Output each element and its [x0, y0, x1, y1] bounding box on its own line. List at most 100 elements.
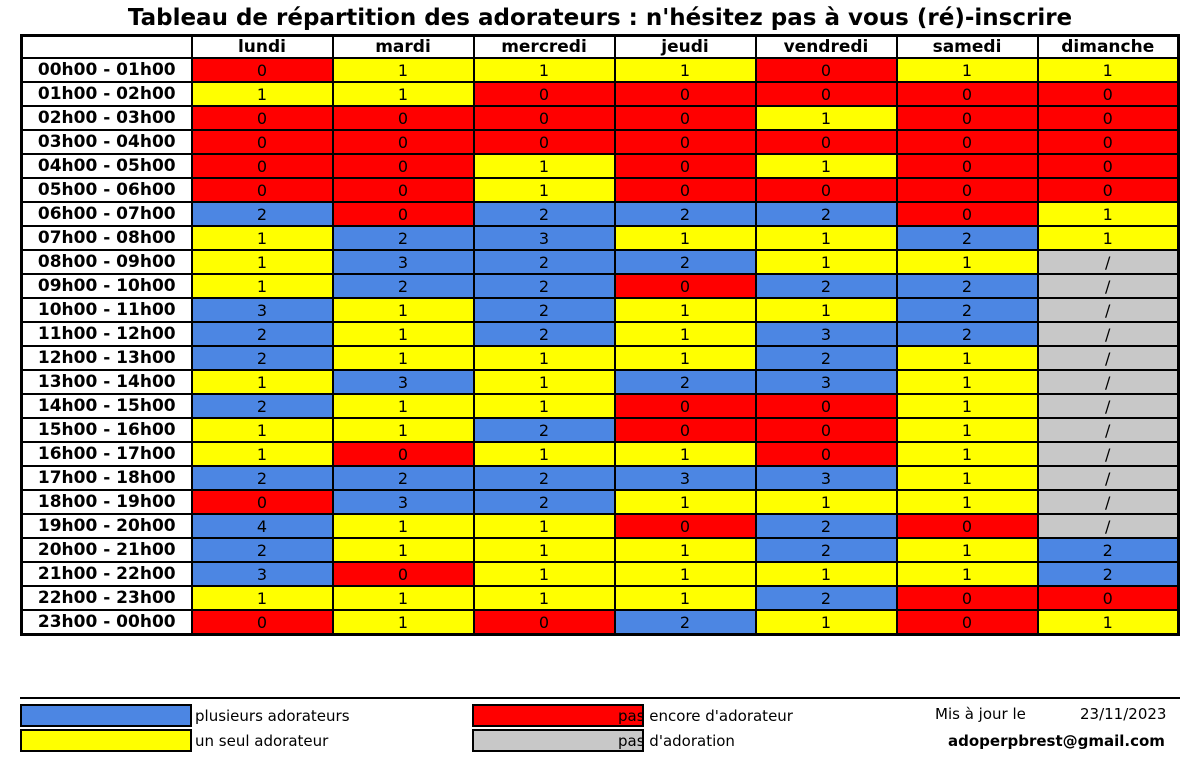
time-slot-row: 02h00 - 03h00 0 0 0 0 1 0 0: [20, 105, 1180, 131]
count-cell-dimanche: /: [1036, 297, 1180, 323]
count-cell-lundi: 0: [190, 129, 334, 155]
count-cell-mercredi: 1: [472, 57, 616, 83]
count-cell-lundi: 2: [190, 465, 334, 491]
count-cell-vendredi: 0: [754, 81, 898, 107]
count-cell-lundi: 1: [190, 417, 334, 443]
count-cell-lundi: 2: [190, 201, 334, 227]
count-cell-dimanche: 0: [1036, 177, 1180, 203]
count-cell-mercredi: 1: [472, 153, 616, 179]
count-cell-jeudi: 2: [613, 249, 757, 275]
count-cell-lundi: 1: [190, 585, 334, 611]
count-cell-jeudi: 0: [613, 393, 757, 419]
time-slot-label: 02h00 - 03h00: [20, 105, 193, 131]
count-cell-vendredi: 2: [754, 537, 898, 563]
count-cell-mercredi: 1: [472, 441, 616, 467]
count-cell-mercredi: 1: [472, 561, 616, 587]
day-header: dimanche: [1036, 34, 1180, 59]
count-cell-dimanche: /: [1036, 249, 1180, 275]
time-slot-label: 04h00 - 05h00: [20, 153, 193, 179]
legend-label-none-yet: pas encore d'adorateur: [618, 707, 793, 725]
updated-label: Mis à jour le: [935, 705, 1026, 723]
count-cell-jeudi: 1: [613, 225, 757, 251]
time-slot-row: 11h00 - 12h00 2 1 2 1 3 2/: [20, 321, 1180, 347]
legend-swatch-one: [20, 729, 192, 752]
count-cell-vendredi: 1: [754, 249, 898, 275]
time-slot-row: 19h00 - 20h00 4 1 1 0 2 0/: [20, 513, 1180, 539]
time-slot-row: 05h00 - 06h00 0 0 1 0 0 0 0: [20, 177, 1180, 203]
count-cell-mardi: 0: [331, 177, 475, 203]
count-cell-mardi: 1: [331, 297, 475, 323]
count-cell-lundi: 4: [190, 513, 334, 539]
count-cell-mercredi: 2: [472, 297, 616, 323]
time-slot-label: 08h00 - 09h00: [20, 249, 193, 275]
count-cell-mercredi: 1: [472, 177, 616, 203]
count-cell-lundi: 2: [190, 537, 334, 563]
time-slot-row: 21h00 - 22h00 3 0 1 1 1 1 2: [20, 561, 1180, 587]
count-cell-mercredi: 0: [472, 609, 616, 636]
time-slot-row: 12h00 - 13h00 2 1 1 1 2 1/: [20, 345, 1180, 371]
count-cell-vendredi: 0: [754, 177, 898, 203]
count-cell-lundi: 2: [190, 321, 334, 347]
time-slot-row: 14h00 - 15h00 2 1 1 0 0 1/: [20, 393, 1180, 419]
count-cell-vendredi: 0: [754, 417, 898, 443]
time-slot-row: 22h00 - 23h00 1 1 1 1 2 0 0: [20, 585, 1180, 611]
count-cell-lundi: 0: [190, 609, 334, 636]
legend-swatch-no-adoration: [472, 729, 644, 752]
time-slot-label: 22h00 - 23h00: [20, 585, 193, 611]
count-cell-mercredi: 1: [472, 345, 616, 371]
count-cell-jeudi: 1: [613, 297, 757, 323]
count-cell-mardi: 1: [331, 321, 475, 347]
time-slot-row: 09h00 - 10h00 1 2 2 0 2 2/: [20, 273, 1180, 299]
time-slot-row: 07h00 - 08h00 1 2 3 1 1 2 1: [20, 225, 1180, 251]
count-cell-mardi: 0: [331, 561, 475, 587]
count-cell-samedi: 0: [895, 201, 1039, 227]
count-cell-dimanche: 0: [1036, 153, 1180, 179]
count-cell-jeudi: 1: [613, 345, 757, 371]
count-cell-samedi: 1: [895, 537, 1039, 563]
count-cell-dimanche: /: [1036, 321, 1180, 347]
count-cell-samedi: 1: [895, 57, 1039, 83]
count-cell-mardi: 0: [331, 105, 475, 131]
count-cell-jeudi: 2: [613, 609, 757, 636]
time-slot-label: 01h00 - 02h00: [20, 81, 193, 107]
count-cell-vendredi: 1: [754, 609, 898, 636]
count-cell-mercredi: 0: [472, 81, 616, 107]
time-slot-row: 03h00 - 04h00 0 0 0 0 0 0 0: [20, 129, 1180, 155]
count-cell-jeudi: 2: [613, 201, 757, 227]
count-cell-mardi: 1: [331, 81, 475, 107]
count-cell-vendredi: 1: [754, 489, 898, 515]
count-cell-dimanche: /: [1036, 441, 1180, 467]
count-cell-jeudi: 0: [613, 153, 757, 179]
count-cell-samedi: 1: [895, 489, 1039, 515]
count-cell-vendredi: 3: [754, 369, 898, 395]
count-cell-dimanche: 0: [1036, 585, 1180, 611]
count-cell-vendredi: 1: [754, 153, 898, 179]
count-cell-samedi: 2: [895, 321, 1039, 347]
day-header: jeudi: [613, 34, 757, 59]
count-cell-dimanche: /: [1036, 369, 1180, 395]
count-cell-vendredi: 1: [754, 297, 898, 323]
count-cell-dimanche: 1: [1036, 225, 1180, 251]
count-cell-vendredi: 3: [754, 465, 898, 491]
count-cell-mardi: 3: [331, 369, 475, 395]
count-cell-vendredi: 0: [754, 441, 898, 467]
time-slot-label: 16h00 - 17h00: [20, 441, 193, 467]
count-cell-mercredi: 3: [472, 225, 616, 251]
corner-cell: [20, 34, 193, 59]
legend-label-no-adoration: pas d'adoration: [618, 732, 735, 750]
day-header: vendredi: [754, 34, 898, 59]
time-slot-row: 15h00 - 16h00 1 1 2 0 0 1/: [20, 417, 1180, 443]
time-slot-label: 23h00 - 00h00: [20, 609, 193, 636]
day-header: lundi: [190, 34, 334, 59]
time-slot-row: 10h00 - 11h00 3 1 2 1 1 2/: [20, 297, 1180, 323]
count-cell-samedi: 0: [895, 513, 1039, 539]
time-slot-label: 00h00 - 01h00: [20, 57, 193, 83]
count-cell-jeudi: 1: [613, 489, 757, 515]
count-cell-lundi: 2: [190, 393, 334, 419]
count-cell-samedi: 0: [895, 129, 1039, 155]
page-title: Tableau de répartition des adorateurs : …: [127, 5, 1073, 31]
count-cell-jeudi: 0: [613, 273, 757, 299]
count-cell-jeudi: 3: [613, 465, 757, 491]
time-slot-row: 00h00 - 01h00 0 1 1 1 0 1 1: [20, 57, 1180, 83]
day-header: samedi: [895, 34, 1039, 59]
